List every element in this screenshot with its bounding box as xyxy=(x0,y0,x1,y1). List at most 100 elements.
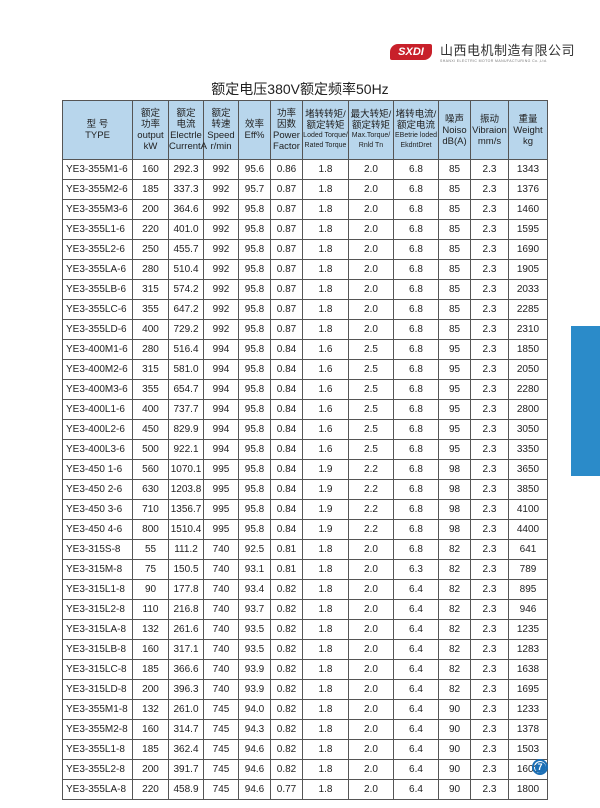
table-row: YE3-355M1-6 160 292.3 992 95.6 0.86 1.8 2.0 6.8 8… xyxy=(62,159,548,180)
table-row: YE3-400L1-6 400 737.7 994 95.8 0.84 1.6 2.5 6.8 9… xyxy=(62,399,548,420)
header-line: Vibraion xyxy=(472,124,507,136)
header-line: 额定电流 xyxy=(396,120,435,131)
value-cell: 2.3 xyxy=(470,419,509,440)
value-cell: 0.84 xyxy=(270,499,303,520)
value-cell: 581.0 xyxy=(168,359,204,380)
value-cell: 94.6 xyxy=(238,739,271,760)
header-line: r/min xyxy=(210,141,232,152)
value-cell: 740 xyxy=(203,659,239,680)
value-cell: 200 xyxy=(132,199,169,220)
value-cell: 2.3 xyxy=(470,219,509,240)
value-cell: 2.0 xyxy=(348,579,394,600)
value-cell: 6.8 xyxy=(393,159,439,180)
value-cell: 82 xyxy=(438,619,471,640)
table-row: YE3-355LB-6 315 574.2 992 95.8 0.87 1.8 2.0 6.8 8… xyxy=(62,279,548,300)
table-row: YE3-400M2-6 315 581.0 994 95.8 0.84 1.6 2.5 6.8 9… xyxy=(62,359,548,380)
table-header-row: 型 号 TYPE 额定 功率 output kW 额定 电流 Electrle CurrentA 额… xyxy=(62,100,548,160)
header-line: 额定转矩 xyxy=(306,120,345,131)
header-line: 型 号 xyxy=(86,119,109,130)
value-cell: 93.7 xyxy=(238,599,271,620)
value-cell: 2.0 xyxy=(348,279,394,300)
value-cell: 82 xyxy=(438,679,471,700)
value-cell: 1.8 xyxy=(302,159,349,180)
motor-spec-table: 型 号 TYPE 额定 功率 output kW 额定 电流 Electrle CurrentA 额… xyxy=(62,100,548,800)
value-cell: 0.87 xyxy=(270,299,303,320)
value-cell: 2.0 xyxy=(348,639,394,660)
value-cell: 995 xyxy=(203,499,239,520)
header-line: 额定 xyxy=(176,108,196,119)
value-cell: 994 xyxy=(203,379,239,400)
value-cell: 994 xyxy=(203,419,239,440)
model-cell: YE3-355L2-8 xyxy=(62,759,133,780)
value-cell: 6.4 xyxy=(393,699,439,720)
model-cell: YE3-400M1-6 xyxy=(62,339,133,360)
value-cell: 95.8 xyxy=(238,239,271,260)
value-cell: 1.6 xyxy=(302,419,349,440)
value-cell: 98 xyxy=(438,479,471,500)
value-cell: 95.8 xyxy=(238,419,271,440)
value-cell: 216.8 xyxy=(168,599,204,620)
value-cell: 6.8 xyxy=(393,259,439,280)
table-row: YE3-355L2-6 250 455.7 992 95.8 0.87 1.8 2.0 6.8 8… xyxy=(62,239,548,260)
value-cell: 2.0 xyxy=(348,779,394,800)
column-header: 重量 Weight kg xyxy=(508,100,548,160)
table-row: YE3-315LC-8 185 366.6 740 93.9 0.82 1.8 2.0 6.4 8… xyxy=(62,659,548,680)
value-cell: 745 xyxy=(203,699,239,720)
table-row: YE3-315LA-8 132 261.6 740 93.5 0.82 1.8 2.0 6.4 8… xyxy=(62,619,548,640)
value-cell: 90 xyxy=(438,719,471,740)
value-cell: 0.84 xyxy=(270,419,303,440)
model-cell: YE3-400L2-6 xyxy=(62,419,133,440)
value-cell: 95.8 xyxy=(238,299,271,320)
header-line: TYPE xyxy=(85,130,110,141)
value-cell: 1.8 xyxy=(302,319,349,340)
column-header: 振动 Vibraion mm/s xyxy=(470,100,509,160)
value-cell: 2.0 xyxy=(348,619,394,640)
column-header: 功率 因数 Power Factor xyxy=(270,100,303,160)
value-cell: 740 xyxy=(203,599,239,620)
value-cell: 6.4 xyxy=(393,659,439,680)
value-cell: 6.3 xyxy=(393,559,439,580)
value-cell: 1.8 xyxy=(302,559,349,580)
table-row: YE3-450 1-6 560 1070.1 995 95.8 0.84 1.9 2.2 6.8… xyxy=(62,459,548,480)
value-cell: 185 xyxy=(132,739,169,760)
value-cell: 0.84 xyxy=(270,439,303,460)
header-line: Loded Torque/ xyxy=(303,132,348,139)
value-cell: 85 xyxy=(438,159,471,180)
value-cell: 3050 xyxy=(508,419,548,440)
model-cell: YE3-450 4-6 xyxy=(62,519,133,540)
value-cell: 994 xyxy=(203,399,239,420)
table-row: YE3-355M3-6 200 364.6 992 95.8 0.87 1.8 2.0 6.8 8… xyxy=(62,199,548,220)
header-line: CurrentA xyxy=(169,141,208,152)
value-cell: 2.0 xyxy=(348,699,394,720)
value-cell: 6.8 xyxy=(393,179,439,200)
value-cell: 710 xyxy=(132,499,169,520)
value-cell: 0.84 xyxy=(270,399,303,420)
value-cell: 400 xyxy=(132,319,169,340)
column-header: 额定 电流 Electrle CurrentA xyxy=(168,100,208,160)
value-cell: 1690 xyxy=(508,239,548,260)
value-cell: 90 xyxy=(438,739,471,760)
value-cell: 200 xyxy=(132,679,169,700)
value-cell: 2.3 xyxy=(470,559,509,580)
value-cell: 95 xyxy=(438,419,471,440)
value-cell: 1.8 xyxy=(302,599,349,620)
value-cell: 95.8 xyxy=(238,339,271,360)
value-cell: 0.81 xyxy=(270,559,303,580)
model-cell: YE3-400L1-6 xyxy=(62,399,133,420)
value-cell: 0.87 xyxy=(270,279,303,300)
value-cell: 280 xyxy=(132,259,169,280)
value-cell: 1.8 xyxy=(302,619,349,640)
value-cell: 2.0 xyxy=(348,599,394,620)
value-cell: 1.8 xyxy=(302,739,349,760)
value-cell: 2.0 xyxy=(348,179,394,200)
value-cell: 2.0 xyxy=(348,539,394,560)
value-cell: 2.0 xyxy=(348,659,394,680)
model-cell: YE3-315L1-8 xyxy=(62,579,133,600)
model-cell: YE3-355LA-6 xyxy=(62,259,133,280)
value-cell: 250 xyxy=(132,239,169,260)
value-cell: 2.3 xyxy=(470,319,509,340)
value-cell: 0.82 xyxy=(270,659,303,680)
value-cell: 2.3 xyxy=(470,399,509,420)
value-cell: 94.6 xyxy=(238,759,271,780)
